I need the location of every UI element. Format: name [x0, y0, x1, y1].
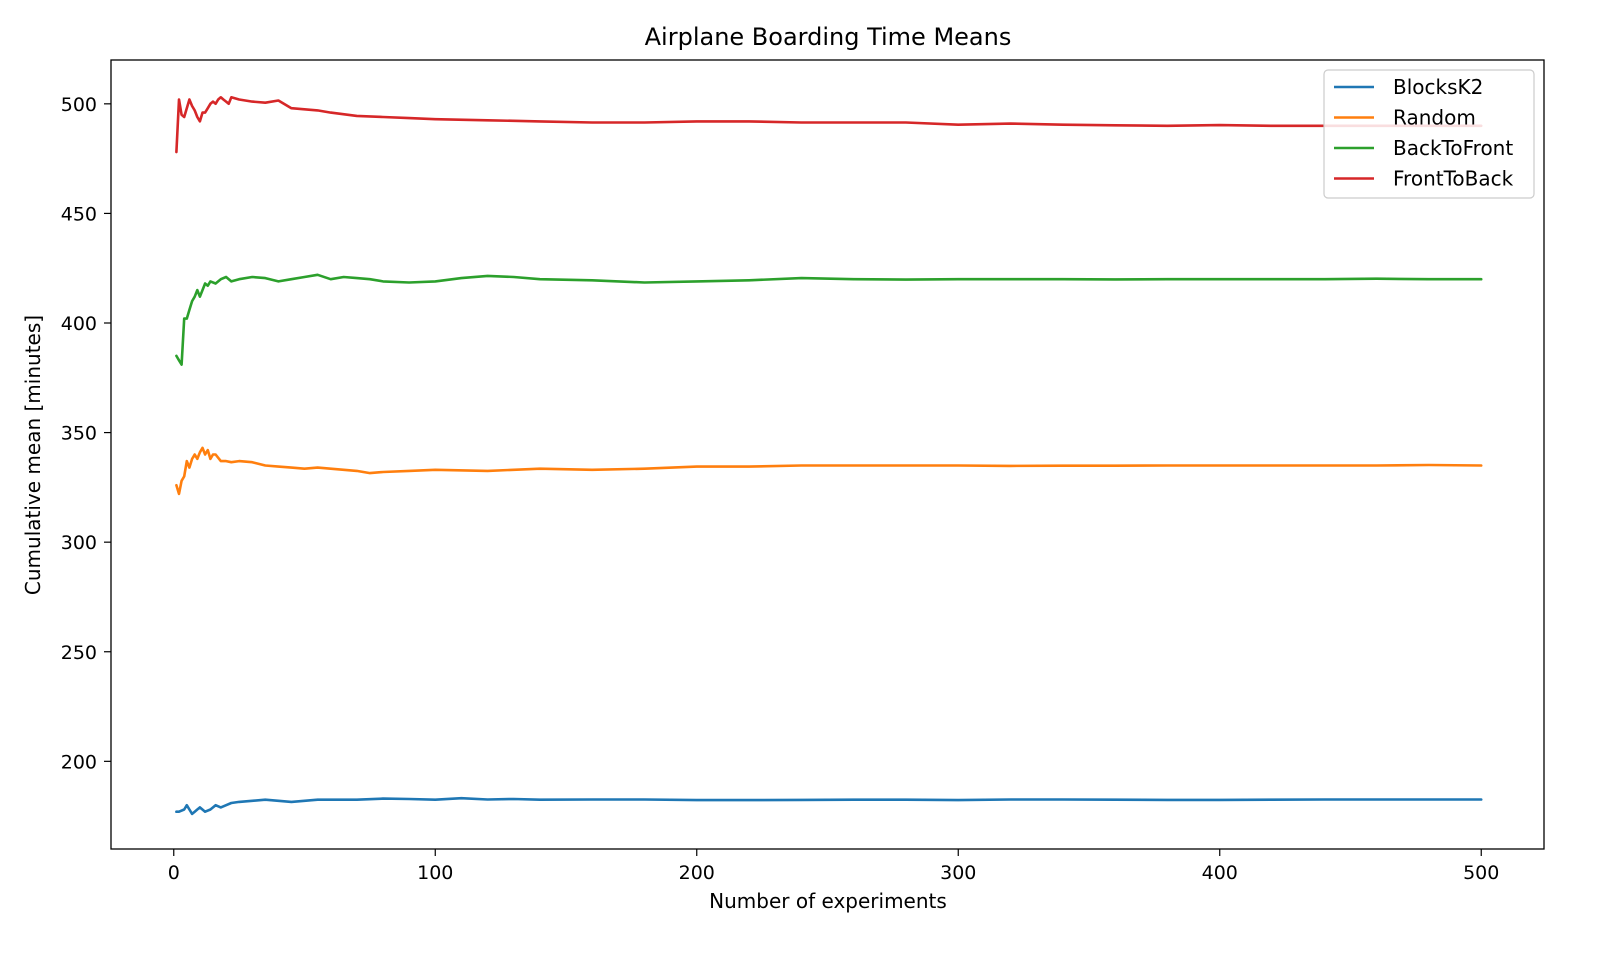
series-line-backtofront: [175, 273, 1483, 366]
legend-box: [1323, 69, 1535, 199]
y-tick-label: 300: [61, 532, 97, 554]
series-line-random: [175, 446, 1483, 496]
legend-label-blocksk2: BlocksK2: [1393, 75, 1483, 99]
legend-label-backtofront: BackToFront: [1393, 136, 1513, 160]
legend-label-fronttoback: FrontToBack: [1393, 167, 1514, 191]
y-tick-label: 450: [61, 203, 97, 225]
legend: BlocksK2 Random BackToFront FrontToBack: [1323, 69, 1535, 199]
series-line-blocksk2: [175, 796, 1483, 816]
x-axis-label: Number of experiments: [709, 889, 947, 913]
x-axis: 0 100 200 300 400 500: [168, 849, 1499, 884]
y-tick-label: 400: [61, 313, 97, 335]
y-axis-label: Cumulative mean [minutes]: [21, 315, 45, 595]
y-tick-label: 500: [61, 94, 97, 116]
x-tick-label: 100: [417, 862, 453, 884]
plot-frame: [110, 59, 1545, 850]
x-tick-label: 200: [679, 862, 715, 884]
y-tick-label: 250: [61, 642, 97, 664]
x-tick-label: 400: [1202, 862, 1238, 884]
plot-area: [175, 96, 1483, 816]
legend-label-random: Random: [1393, 106, 1476, 130]
x-tick-label: 300: [940, 862, 976, 884]
chart-title: Airplane Boarding Time Means: [645, 23, 1012, 51]
y-tick-label: 350: [61, 423, 97, 445]
y-tick-label: 200: [61, 751, 97, 773]
y-axis: 200 250 300 350 400 450 500: [61, 94, 111, 773]
x-tick-label: 0: [168, 862, 180, 884]
x-tick-label: 500: [1463, 862, 1499, 884]
series-line-fronttoback: [175, 96, 1483, 154]
